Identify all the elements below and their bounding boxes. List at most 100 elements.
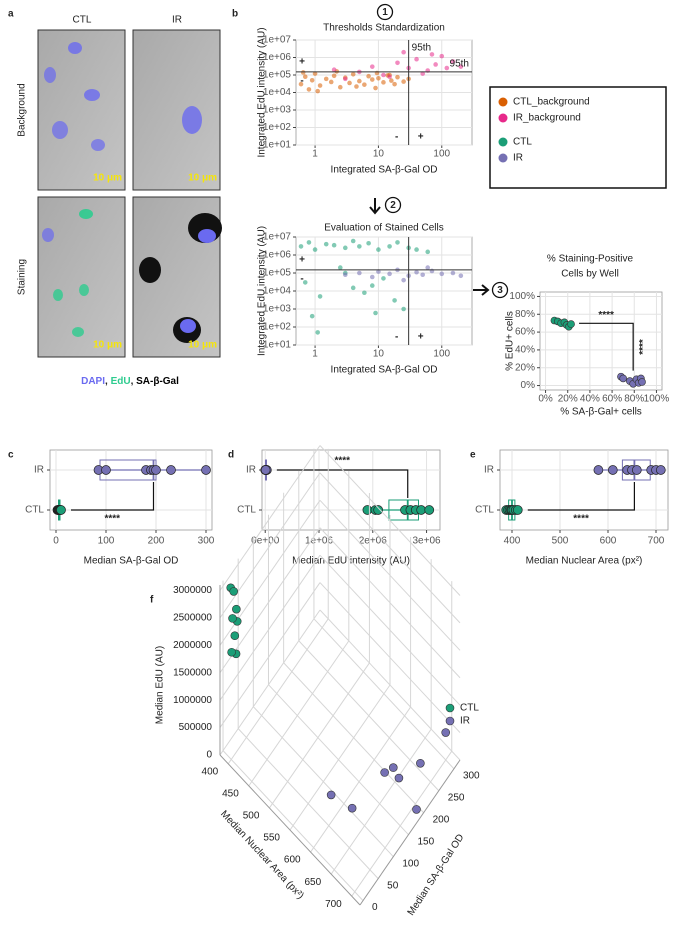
point	[260, 465, 271, 475]
point	[369, 64, 375, 69]
point	[317, 294, 323, 299]
x-tick-label: 600	[284, 855, 301, 866]
x-tick-label: 200	[148, 536, 165, 547]
y-axis-label: Integrated EdU intensity (AU)	[257, 27, 268, 157]
legend-swatch	[498, 97, 508, 107]
point	[607, 465, 618, 475]
step-circle	[491, 281, 509, 299]
point	[342, 76, 348, 82]
grid-line	[222, 750, 364, 901]
point	[306, 240, 312, 245]
x-tick-label: 500	[243, 811, 260, 822]
point	[392, 81, 397, 87]
y-tick-label: 1e+05	[263, 268, 292, 279]
x-tick-label: 1e+06	[305, 536, 334, 547]
point	[357, 78, 362, 84]
quadrant-mark: +	[418, 332, 424, 343]
point	[326, 790, 336, 800]
x-axis-label: Integrated SA-β-Gal OD	[331, 365, 438, 376]
category-label: CTL	[475, 505, 494, 516]
x-tick-label: 650	[304, 877, 321, 888]
threshold-label: 95th	[450, 59, 469, 70]
x-tick-label: 700	[325, 899, 342, 910]
point	[414, 247, 419, 252]
point	[416, 505, 427, 515]
point	[331, 73, 337, 79]
y-tick-label: 0	[372, 902, 378, 913]
grid-line	[269, 662, 370, 809]
grid-line	[219, 609, 321, 756]
point	[395, 240, 400, 245]
point	[619, 374, 627, 383]
grid-line	[219, 554, 321, 701]
category-label: IR	[34, 465, 44, 476]
point	[331, 242, 337, 248]
panel-label: f	[150, 595, 154, 606]
grid-line	[252, 706, 394, 858]
y-tick-label: 1e+04	[263, 286, 292, 297]
y-tick-label: 1e+06	[263, 250, 292, 261]
y-tick-label: 1e+02	[263, 122, 292, 133]
point	[401, 277, 406, 283]
x-tick-label: 10	[373, 149, 385, 160]
point	[312, 71, 318, 76]
x-tick-label: 100	[433, 149, 450, 160]
point	[309, 77, 315, 83]
point	[369, 283, 375, 288]
z-tick-label: 500000	[179, 722, 213, 733]
grid-line	[310, 706, 411, 853]
x-axis-label: Median SA-β-Gal OD	[84, 556, 179, 567]
stain-name: EdU	[111, 376, 131, 387]
point	[381, 276, 386, 281]
chart-title: Thresholds Standardization	[323, 23, 445, 34]
y-tick-label: 1e+03	[263, 105, 292, 116]
scale-bar-label: 10 μm	[93, 173, 122, 184]
y-tick-label: 50	[387, 880, 399, 891]
point	[298, 244, 304, 249]
point	[369, 77, 375, 82]
row-label: Background	[17, 83, 28, 136]
x-tick-label: 550	[263, 833, 280, 844]
y-axis-label: Integrated EdU intensity (AU)	[257, 226, 268, 356]
panel-label: d	[228, 450, 234, 461]
grid-line	[298, 640, 440, 792]
x-tick-label: 0e+00	[251, 536, 280, 547]
y-tick-label: 60%	[515, 327, 535, 338]
point	[439, 53, 445, 59]
point	[631, 465, 642, 475]
grid-line	[283, 662, 425, 814]
point	[420, 71, 426, 76]
point	[229, 587, 238, 596]
row-label: Staining	[17, 259, 28, 295]
point	[300, 70, 306, 75]
grid-line	[319, 472, 461, 624]
point	[101, 465, 111, 475]
point	[376, 269, 381, 274]
step-circle	[384, 196, 402, 214]
significance-bracket	[276, 469, 409, 498]
y-tick-label: 40%	[515, 345, 535, 356]
point	[392, 298, 397, 303]
point	[317, 83, 323, 88]
legend-swatch	[498, 137, 508, 147]
y-tick-label: 250	[448, 792, 465, 803]
stain-name: DAPI	[81, 376, 105, 387]
point	[350, 285, 356, 291]
point	[567, 320, 575, 328]
significance-label: ****	[598, 310, 614, 321]
chart-title: Cells by Well	[561, 269, 619, 280]
point	[331, 67, 337, 73]
y-tick-label: 1e+07	[263, 35, 292, 46]
legend-label: IR	[460, 716, 470, 727]
point	[232, 604, 241, 614]
point	[395, 60, 400, 66]
point	[362, 82, 367, 87]
point	[388, 763, 398, 772]
grid-line	[219, 582, 321, 728]
x-tick-label: 600	[600, 536, 617, 547]
point	[416, 758, 425, 768]
point	[323, 241, 329, 247]
point	[350, 71, 356, 77]
plot-panel	[261, 449, 441, 531]
